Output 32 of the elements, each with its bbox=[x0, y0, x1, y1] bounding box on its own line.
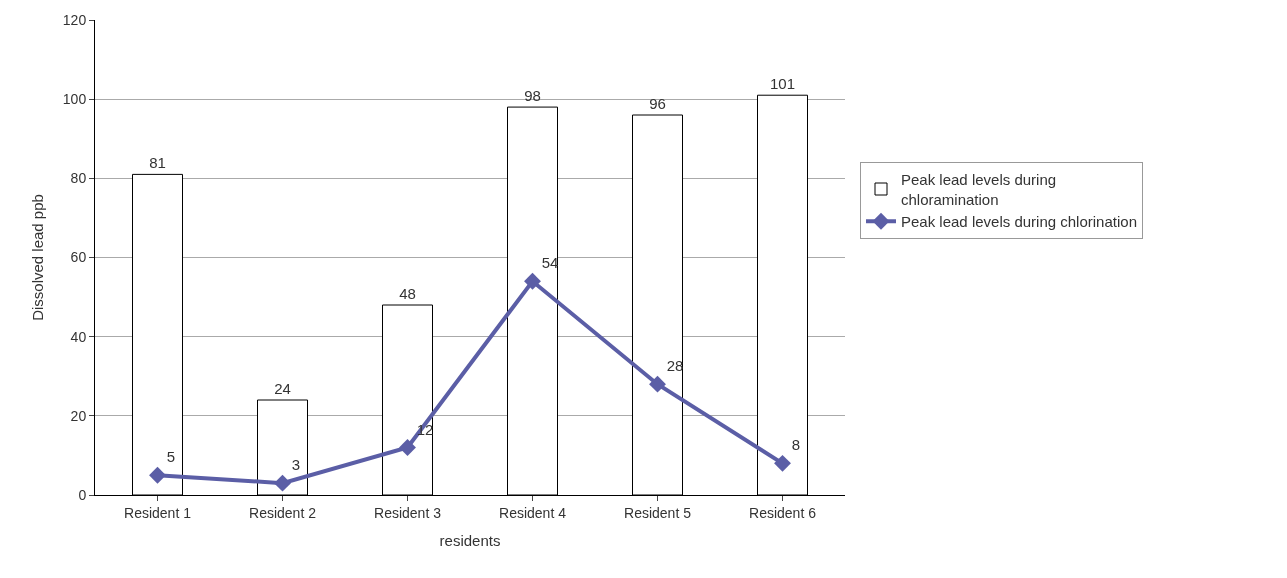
y-tick-label: 20 bbox=[70, 407, 87, 424]
y-tick-label: 100 bbox=[62, 91, 87, 108]
point bbox=[774, 454, 791, 472]
data-label: 48 bbox=[399, 285, 416, 302]
x-tick-label: Resident 3 bbox=[374, 504, 442, 521]
data-label: 98 bbox=[524, 87, 541, 105]
y-tick-label: 60 bbox=[70, 249, 87, 266]
legend-label: Peak lead levels during chlorination bbox=[901, 213, 1137, 231]
data-label: 81 bbox=[149, 154, 166, 172]
point bbox=[399, 439, 416, 456]
y-axis-title: Dissolved lead ppb bbox=[29, 194, 47, 321]
point bbox=[274, 474, 291, 492]
data-label: 8 bbox=[791, 436, 800, 454]
point bbox=[149, 466, 166, 484]
data-label: 101 bbox=[769, 75, 796, 93]
x-tick-label: Resident 2 bbox=[249, 504, 317, 521]
x-tick-label: Resident 1 bbox=[124, 504, 192, 521]
point bbox=[524, 272, 541, 290]
x-tick-label: Resident 6 bbox=[749, 504, 817, 521]
point bbox=[649, 375, 666, 393]
y-tick-label: 40 bbox=[70, 328, 87, 345]
data-label: 5 bbox=[166, 448, 175, 466]
y-tick-label: 80 bbox=[70, 170, 87, 187]
data-label: 24 bbox=[274, 380, 291, 397]
y-tick-label: 0 bbox=[78, 486, 87, 503]
y-tick-label: 120 bbox=[62, 11, 87, 28]
x-axis-title: residents bbox=[439, 531, 501, 549]
x-tick-label: Resident 4 bbox=[499, 504, 567, 521]
data-label: 96 bbox=[649, 95, 666, 112]
x-tick-label: Resident 5 bbox=[624, 504, 692, 521]
data-label: 3 bbox=[291, 456, 300, 474]
legend-label: Peak lead levels during chloramination bbox=[901, 171, 1057, 208]
